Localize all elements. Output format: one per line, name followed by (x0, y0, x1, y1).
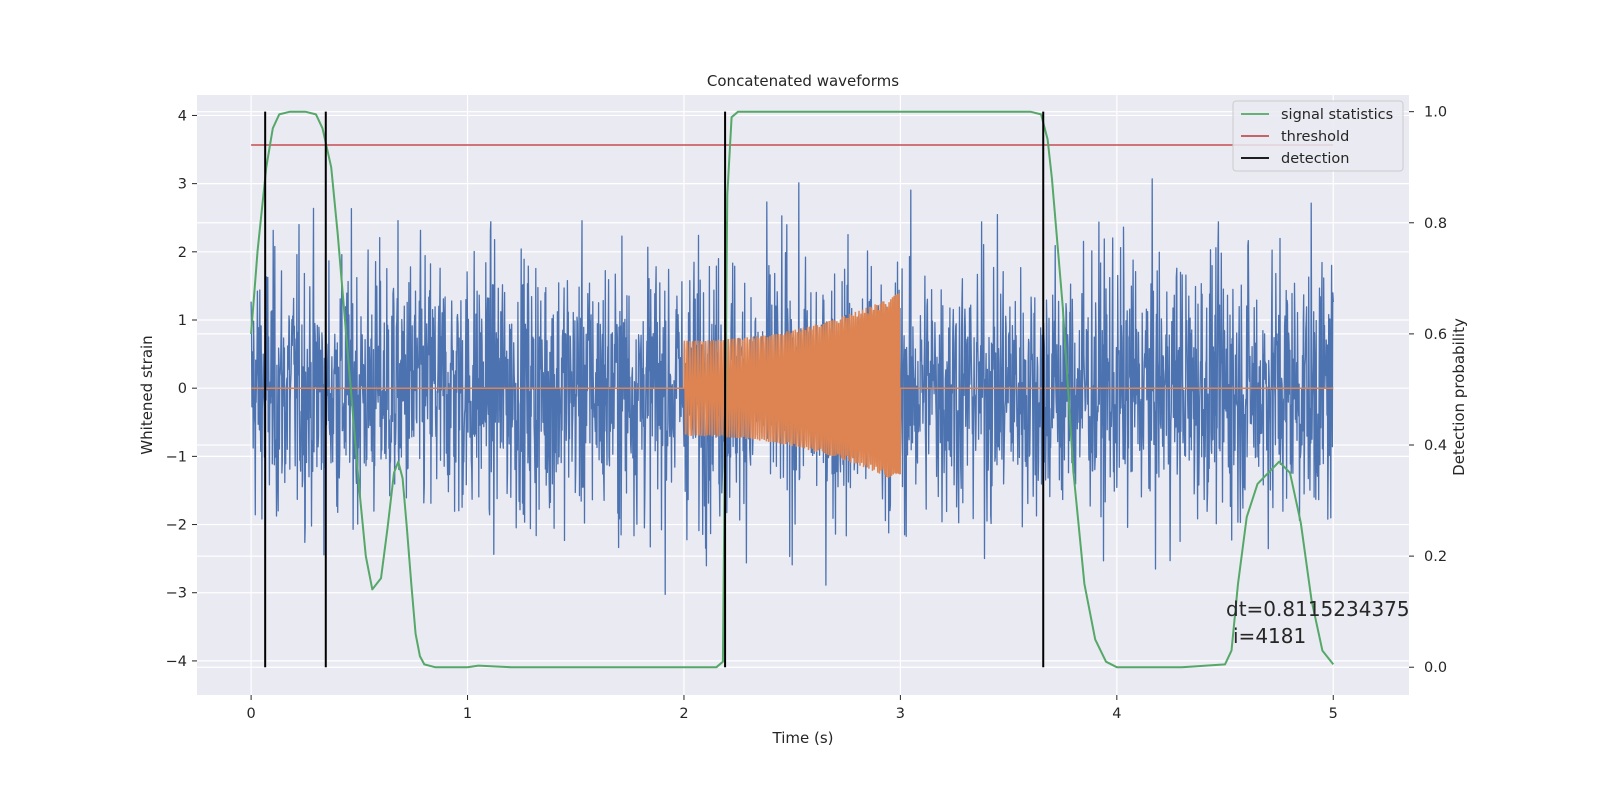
x-tick-label: 1 (463, 706, 472, 722)
series-layer (250, 110, 1335, 669)
ticks-layer: 0 1 2 3 4 5 −4 −3 −2 −1 0 1 2 3 4 0.0 0.2 0.4 0.6 0.8 1.0 (166, 105, 1447, 722)
y2-tick-label: 0.8 (1424, 216, 1447, 232)
y2-tick-label: 0.2 (1424, 549, 1447, 565)
noise-series-line (250, 178, 1334, 596)
x-axis-label: Time (s) (772, 729, 834, 747)
y-tick-label: 2 (178, 245, 187, 261)
y-axis-label: Whitened strain (138, 335, 156, 454)
y2-axis-label: Detection probability (1450, 318, 1468, 476)
legend-box (1232, 100, 1404, 172)
x-tick-label: 0 (246, 706, 255, 722)
y2-tick-label: 0.6 (1424, 327, 1447, 343)
annotation-i: i=4181 (1233, 624, 1306, 648)
legend-label-detection: detection (1281, 151, 1349, 167)
y-tick-label: 1 (178, 313, 187, 329)
y2-tick-label: 1.0 (1424, 105, 1447, 121)
y2-tick-label: 0.0 (1424, 660, 1447, 676)
x-tick-label: 5 (1329, 706, 1338, 722)
y-tick-label: 0 (178, 381, 187, 397)
y-tick-label: 3 (178, 177, 187, 193)
x-tick-label: 3 (896, 706, 905, 722)
y-tick-label: −2 (166, 518, 187, 534)
annotation: dt=0.8115234375 i=4181 (1226, 597, 1410, 648)
y-tick-label: −3 (166, 586, 187, 602)
x-tick-label: 4 (1112, 706, 1121, 722)
signal-statistics-line (250, 110, 1335, 669)
y-tick-label: −1 (166, 449, 187, 465)
x-tick-label: 2 (679, 706, 688, 722)
y-tick-label: −4 (166, 654, 187, 670)
legend-label-signal: signal statistics (1281, 107, 1393, 123)
y2-tick-label: 0.4 (1424, 438, 1447, 454)
legend-label-threshold: threshold (1281, 129, 1349, 145)
chirp-series-line (251, 293, 1334, 478)
annotation-dt: dt=0.8115234375 (1226, 597, 1410, 621)
y-tick-label: 4 (178, 108, 187, 124)
legend: signal statistics threshold detection (1232, 100, 1404, 172)
chart-title: Concatenated waveforms (707, 72, 899, 90)
